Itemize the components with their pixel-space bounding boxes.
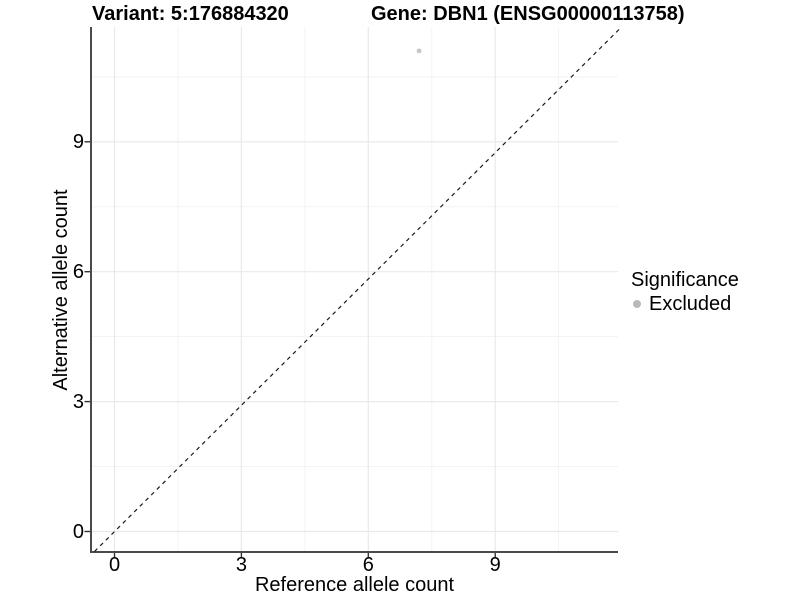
y-tick-label: 0 [72,520,84,543]
y-tick-label: 3 [72,390,84,413]
x-tick-label: 9 [489,554,501,576]
legend-title: Significance [631,269,739,291]
data-point [416,48,422,54]
x-tick-label: 6 [362,554,374,576]
plot-title-gene: Gene: DBN1 (ENSG00000113758) [371,3,685,25]
identity-line [94,27,621,552]
legend-point-swatch [633,300,641,308]
x-tick-label: 3 [235,554,247,576]
x-tick-label: 0 [108,554,121,576]
plot-title-variant: Variant: 5:176884320 [92,3,289,25]
y-axis-label: Alternative allele count [50,189,72,391]
legend-entry-label: Excluded [649,293,732,315]
legend: Significance Excluded [629,268,739,316]
legend-entry-excluded: Excluded [633,292,739,316]
x-axis-label: Reference allele count [254,574,454,596]
y-tick-label: 9 [72,130,84,153]
y-tick-label: 6 [72,260,84,283]
